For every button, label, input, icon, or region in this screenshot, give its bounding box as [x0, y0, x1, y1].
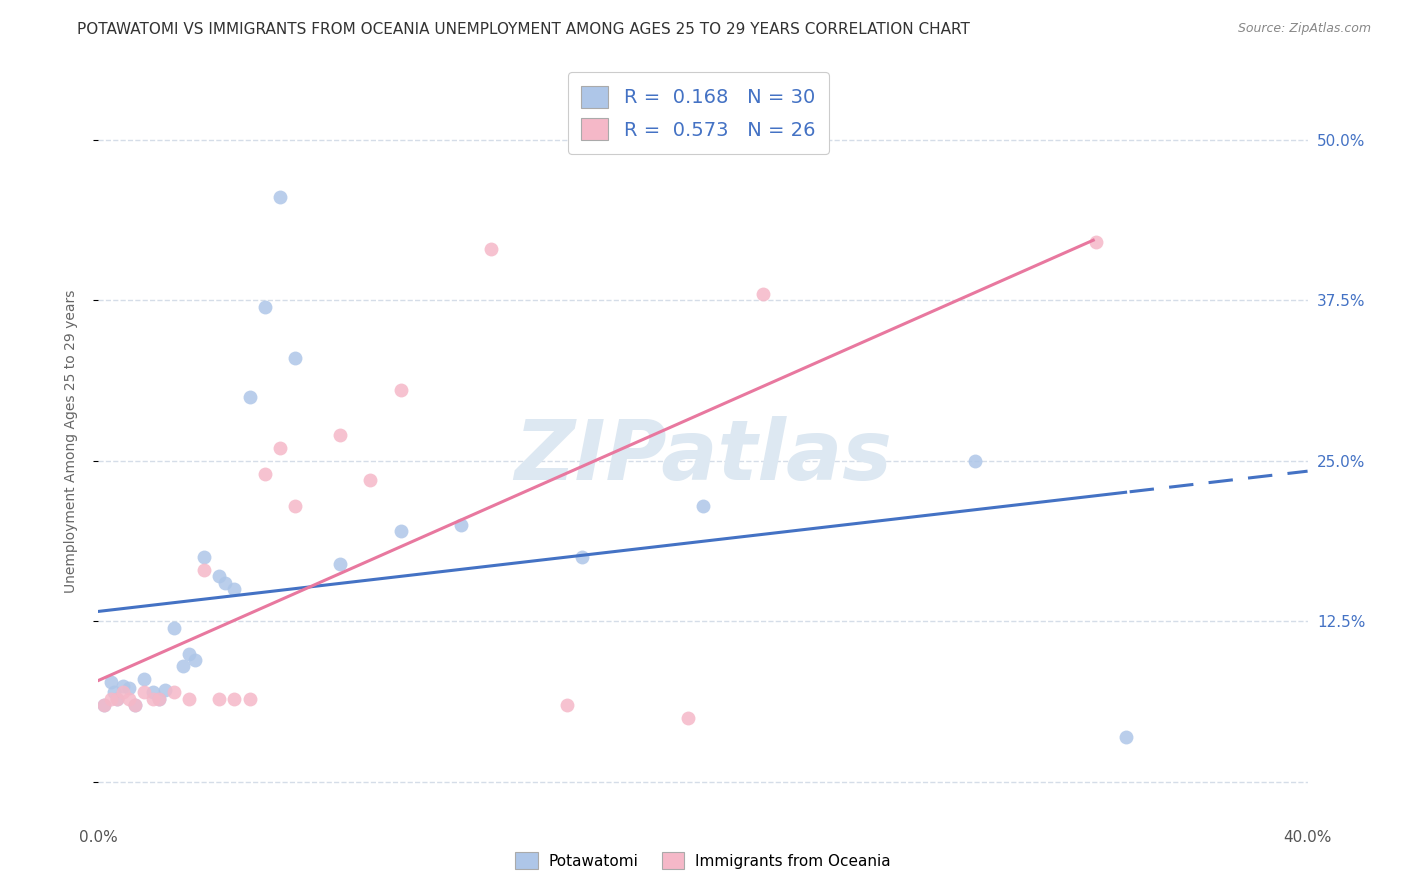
Point — [329, 428, 352, 442]
Point — [224, 582, 246, 597]
Point — [142, 691, 165, 706]
Point — [153, 682, 176, 697]
Point — [111, 685, 134, 699]
Point — [148, 691, 170, 706]
Point — [253, 300, 276, 314]
Point — [132, 685, 155, 699]
Point — [284, 351, 307, 365]
Text: Source: ZipAtlas.com: Source: ZipAtlas.com — [1237, 22, 1371, 36]
Point — [179, 647, 201, 661]
Point — [124, 698, 146, 712]
Point — [269, 190, 291, 204]
Point — [100, 691, 122, 706]
Point — [184, 653, 207, 667]
Point — [193, 550, 215, 565]
Text: ZIPatlas: ZIPatlas — [515, 417, 891, 497]
Point — [253, 467, 276, 481]
Legend: Potawatomi, Immigrants from Oceania: Potawatomi, Immigrants from Oceania — [509, 846, 897, 875]
Point — [124, 698, 146, 712]
Point — [1115, 730, 1137, 744]
Point — [105, 691, 128, 706]
Point — [481, 242, 503, 256]
Point — [752, 286, 775, 301]
Point — [360, 473, 382, 487]
Point — [93, 698, 115, 712]
Legend: R =  0.168   N = 30, R =  0.573   N = 26: R = 0.168 N = 30, R = 0.573 N = 26 — [568, 72, 830, 154]
Point — [329, 557, 352, 571]
Point — [224, 691, 246, 706]
Point — [132, 673, 155, 687]
Point — [269, 441, 291, 455]
Point — [555, 698, 578, 712]
Point — [389, 383, 412, 397]
Point — [111, 679, 134, 693]
Point — [118, 681, 141, 696]
Point — [105, 691, 128, 706]
Point — [965, 454, 987, 468]
Point — [676, 711, 699, 725]
Point — [172, 659, 194, 673]
Point — [692, 499, 714, 513]
Point — [142, 685, 165, 699]
Point — [239, 691, 262, 706]
Point — [100, 674, 122, 689]
Y-axis label: Unemployment Among Ages 25 to 29 years: Unemployment Among Ages 25 to 29 years — [63, 290, 77, 593]
Point — [284, 499, 307, 513]
Point — [179, 691, 201, 706]
Text: POTAWATOMI VS IMMIGRANTS FROM OCEANIA UNEMPLOYMENT AMONG AGES 25 TO 29 YEARS COR: POTAWATOMI VS IMMIGRANTS FROM OCEANIA UN… — [77, 22, 970, 37]
Point — [163, 685, 186, 699]
Point — [239, 390, 262, 404]
Point — [148, 691, 170, 706]
Point — [389, 524, 412, 539]
Point — [214, 575, 236, 590]
Point — [103, 685, 125, 699]
Point — [571, 550, 593, 565]
Point — [1085, 235, 1108, 250]
Point — [208, 569, 231, 583]
Point — [450, 518, 472, 533]
Point — [118, 691, 141, 706]
Point — [208, 691, 231, 706]
Point — [163, 621, 186, 635]
Point — [193, 563, 215, 577]
Point — [93, 698, 115, 712]
